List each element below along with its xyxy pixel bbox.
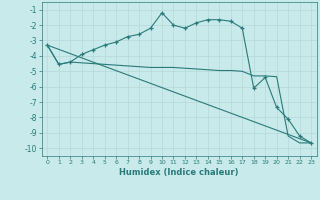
X-axis label: Humidex (Indice chaleur): Humidex (Indice chaleur) (119, 168, 239, 177)
